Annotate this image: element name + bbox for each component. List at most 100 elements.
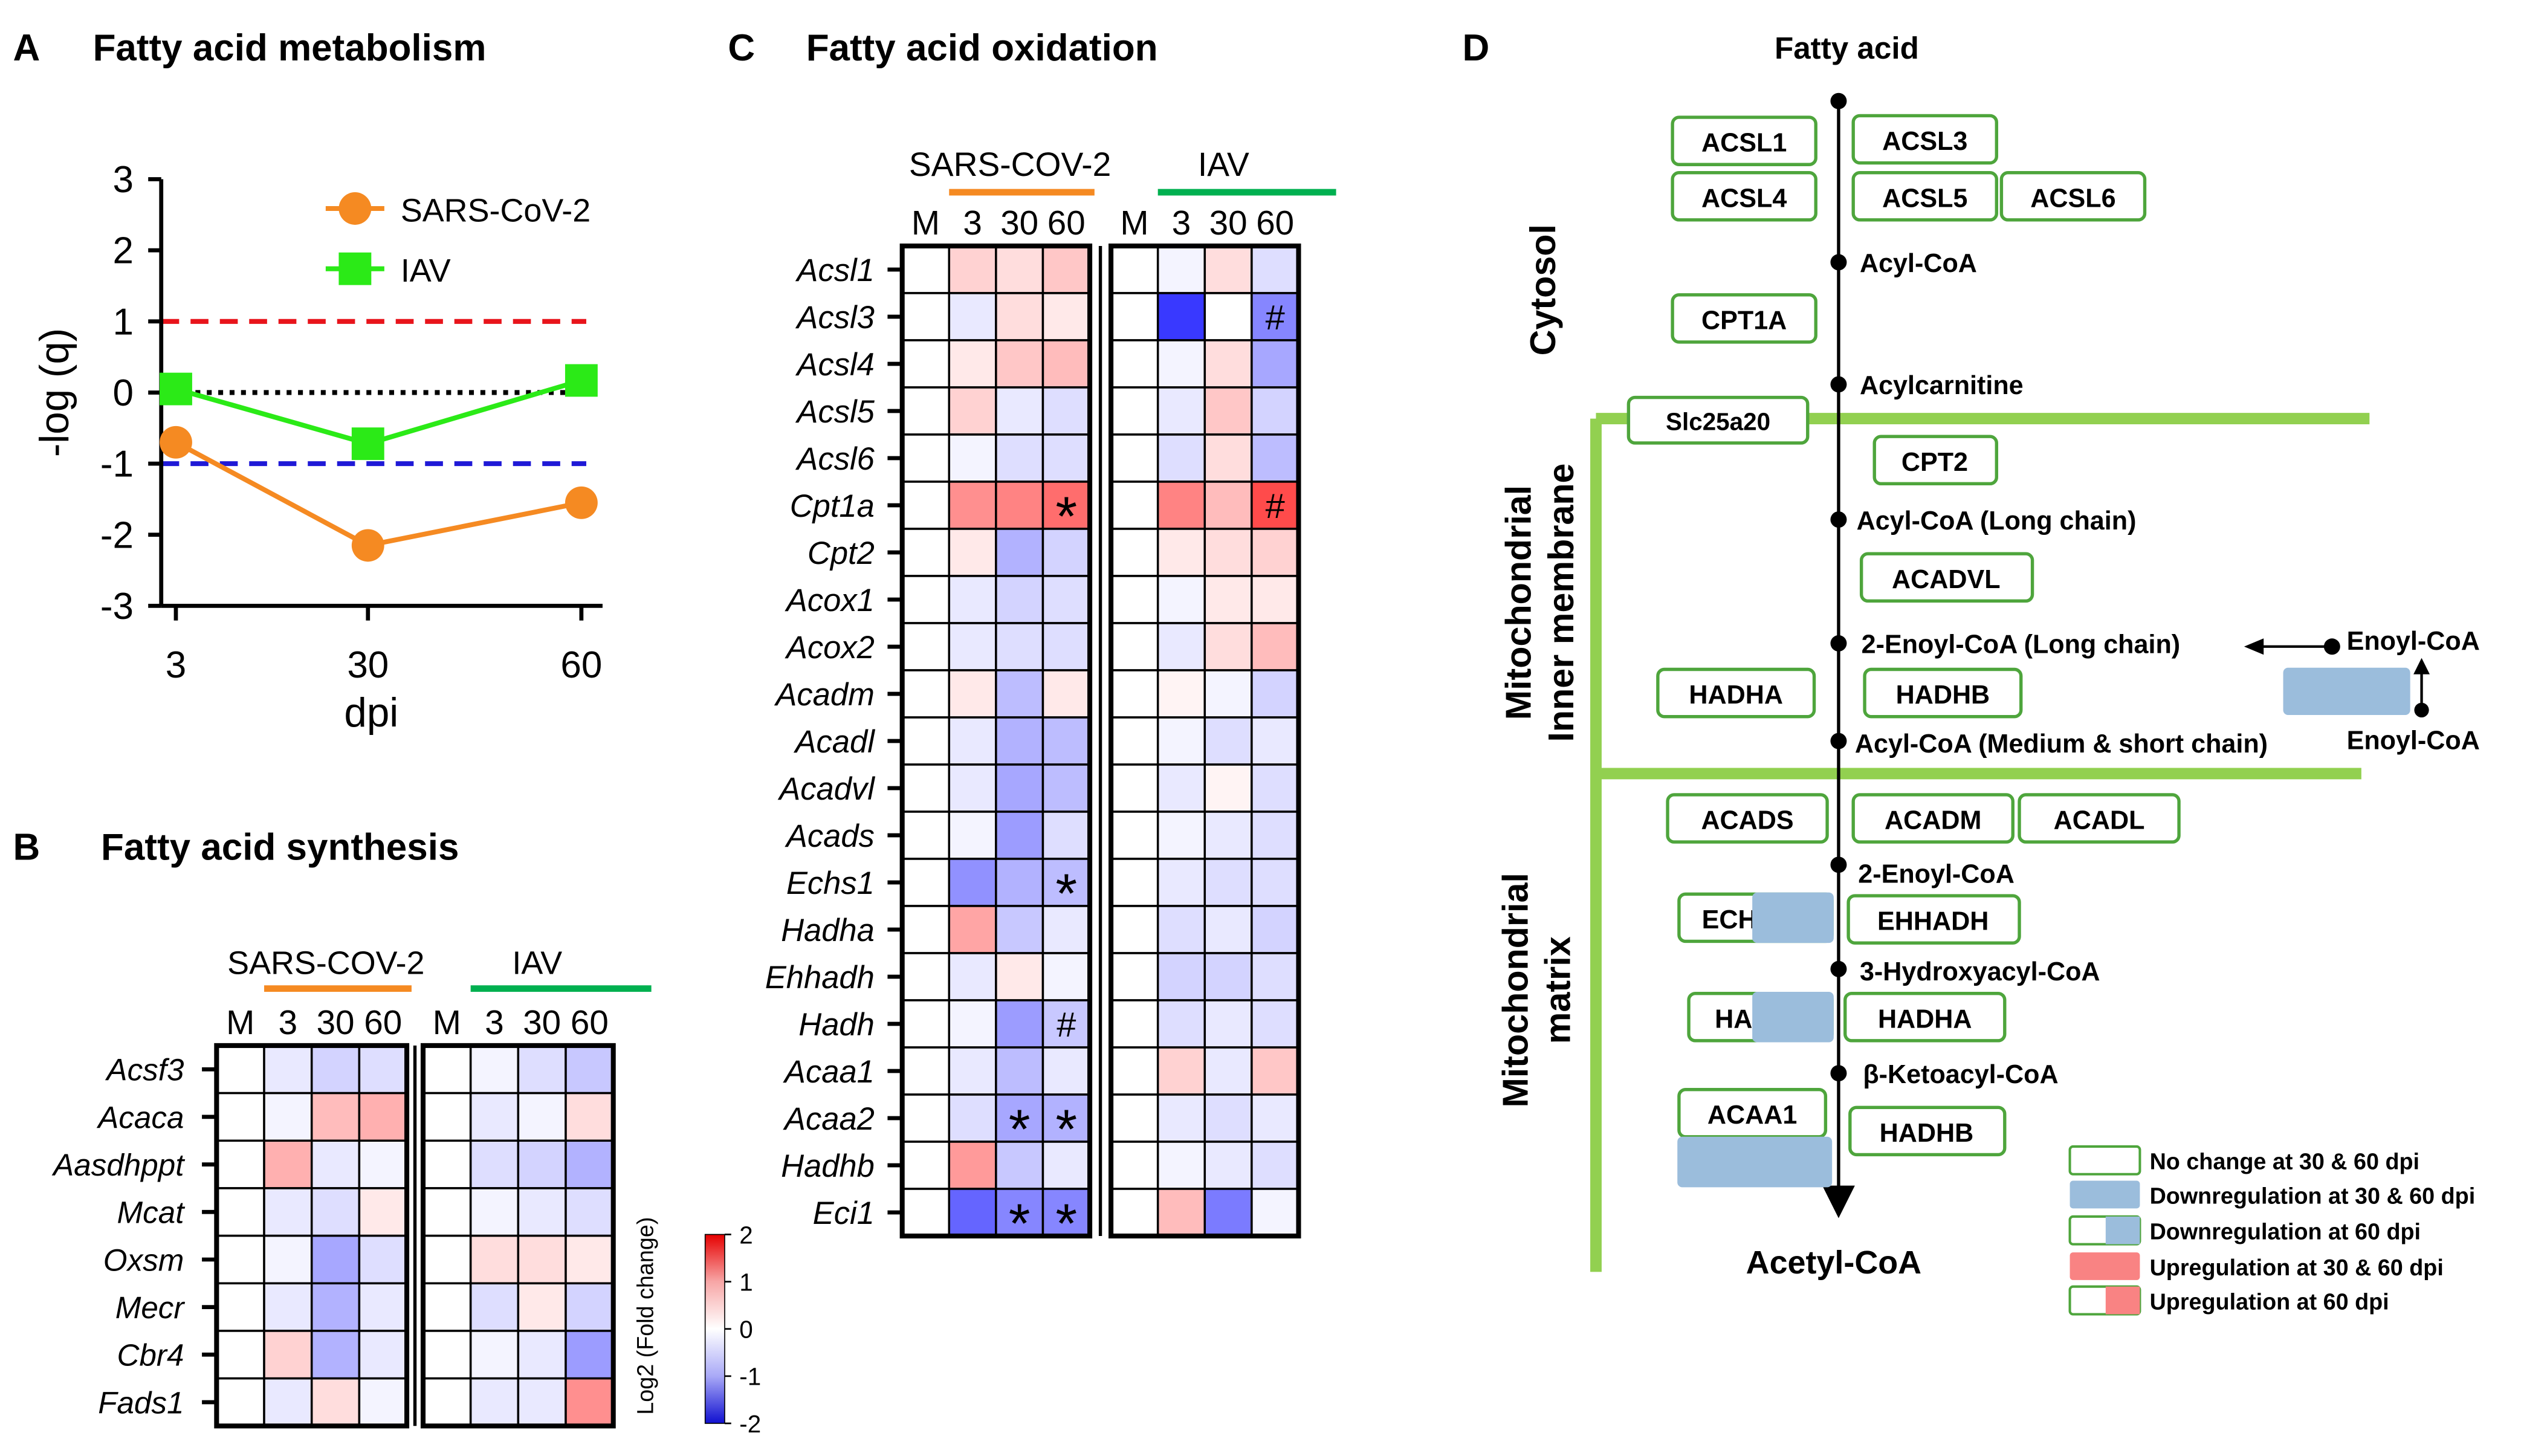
heatmap-cell xyxy=(1110,999,1159,1049)
heatmap-cell xyxy=(517,1139,567,1189)
heatmap-cell xyxy=(995,386,1044,436)
heatmap-cell xyxy=(517,1377,567,1428)
heatmap-cell xyxy=(469,1377,520,1428)
isomerase-enzyme-box xyxy=(2283,667,2410,715)
panel-title-b: Fatty acid synthesis xyxy=(101,827,459,869)
enzyme-acsl6: ACSL6 xyxy=(2030,184,2115,213)
row-label: Cbr4 xyxy=(117,1338,184,1373)
heatmap-cell xyxy=(1251,433,1300,483)
heatmap-cell xyxy=(1251,386,1300,436)
heatmap-cell xyxy=(1110,858,1159,907)
heatmap-cell xyxy=(948,905,997,954)
significance-star: * xyxy=(1055,486,1077,548)
enoyl-branch: Enoyl-CoA Enoyl-CoA xyxy=(2244,627,2480,756)
significance-star: * xyxy=(1055,1193,1077,1255)
colorbar-bar xyxy=(704,1234,725,1424)
heatmap-cell xyxy=(1041,1093,1091,1143)
vertical-arrowhead xyxy=(2413,658,2430,675)
row-label: Acaa2 xyxy=(783,1101,875,1137)
heatmap-cell xyxy=(358,1234,408,1285)
enzyme-hadhb-2: HADHB xyxy=(1880,1119,1974,1148)
echs1-down-marker xyxy=(1752,892,1834,943)
heatmap-cell xyxy=(215,1330,265,1380)
heatmap-cell xyxy=(1156,480,1206,530)
heatmap-cell xyxy=(517,1187,567,1237)
heatmap-cell xyxy=(1203,528,1253,577)
enzyme-hadh: HADH xyxy=(1715,1005,1790,1034)
heatmap-border xyxy=(1108,243,1301,1239)
panel-b: B Fatty acid synthesis SARS-COV-2M 3 30 60I… xyxy=(13,827,762,1438)
heatmap-cell xyxy=(1156,716,1206,766)
significance-hash: # xyxy=(1057,1006,1076,1044)
heatmap-cell xyxy=(1251,1188,1300,1237)
heatmap-cell xyxy=(901,245,951,294)
group-label: SARS-COV-2 xyxy=(227,945,424,981)
heatmap-cell xyxy=(901,386,951,436)
heatmap-cell xyxy=(948,811,997,860)
enzyme-slc25a20: Slc25a20 xyxy=(1666,407,1770,435)
enzyme-box-hadha-1 xyxy=(1656,667,1816,719)
heatmap-cell xyxy=(422,1330,472,1380)
column-label: M xyxy=(911,204,940,242)
heatmap-cell xyxy=(1110,669,1159,719)
column-label: 60 xyxy=(1256,204,1294,242)
intermediate-b-ketoacyl-coa: β-Ketoacyl-CoA xyxy=(1863,1060,2058,1089)
heatmap-cell xyxy=(995,528,1044,577)
heatmap-cell xyxy=(1156,245,1206,294)
enoyl-coa-top: Enoyl-CoA xyxy=(2347,627,2480,656)
heatmap-cell xyxy=(422,1092,472,1142)
heatmap-cell xyxy=(1110,1046,1159,1096)
column-label: 30 xyxy=(1000,204,1038,242)
heatmap-cell xyxy=(901,433,951,483)
heatmap-cell xyxy=(469,1330,520,1380)
heatmap-cell xyxy=(948,1141,997,1190)
heatmap-cell xyxy=(1110,575,1159,624)
heatmap-cell xyxy=(469,1044,520,1095)
enzyme-hadha-2: HADHA xyxy=(1878,1005,1972,1034)
heatmap-cell xyxy=(1041,763,1091,813)
intermediate-3-hydroxyacyl-coa: 3-Hydroxyacyl-CoA xyxy=(1860,957,2100,986)
heatmap-cell xyxy=(215,1187,265,1237)
heatmap-cell xyxy=(1251,528,1300,577)
legend-swatch-up-both xyxy=(2070,1252,2140,1280)
line-chart: 3 2 1 0 -1 -2 -3 3 30 60 dpi -log (q) SARS-CoV-2 IAV xyxy=(32,159,603,736)
heatmap-cell xyxy=(948,669,997,719)
column-label: M xyxy=(1120,204,1148,242)
enzyme-box-hadhb-2 xyxy=(1848,1105,2007,1157)
heatmap-cell xyxy=(1041,245,1091,294)
heatmap-cell xyxy=(310,1377,361,1428)
heatmap-cell xyxy=(310,1187,361,1237)
heatmap-cell xyxy=(948,858,997,907)
heatmap-cell xyxy=(1203,386,1253,436)
compartment-labels: Cytosol Mitochondrial Inner membrane Mit… xyxy=(1495,224,1581,1107)
enzyme-hadhb-1: HADHB xyxy=(1896,681,1990,710)
node-b-ketoacyl-coa xyxy=(1830,1065,1847,1082)
heatmap-cell xyxy=(1251,339,1300,389)
heatmap-cell xyxy=(469,1187,520,1237)
heatmap-cell xyxy=(310,1282,361,1332)
heatmap-cell xyxy=(469,1139,520,1189)
heatmap-cell xyxy=(1110,952,1159,1001)
heatmap-cell xyxy=(1110,622,1159,671)
heatmap-cell xyxy=(422,1282,472,1332)
group-label: IAV xyxy=(512,945,562,981)
heatmap-cell xyxy=(1156,528,1206,577)
legend-label-iav: IAV xyxy=(401,253,451,289)
heatmap-cell xyxy=(995,433,1044,483)
node-acyl-coa xyxy=(1830,254,1847,271)
enzyme-box-hadhb-1 xyxy=(1863,667,2023,719)
heatmap-cell xyxy=(1110,339,1159,389)
heatmap-cell xyxy=(995,905,1044,954)
heatmap-cell xyxy=(1251,952,1300,1001)
row-label: Acads xyxy=(785,818,875,854)
row-label: Mecr xyxy=(115,1290,186,1325)
heatmap-cell xyxy=(995,1141,1044,1190)
heatmap-cell xyxy=(565,1282,615,1332)
heatmap-cell xyxy=(1203,245,1253,294)
heatmap-cell xyxy=(901,999,951,1049)
heatmap-cell xyxy=(1203,1188,1253,1237)
colorbar-label: Log2 (Fold change) xyxy=(632,1217,658,1415)
compartment-mito-1: Mitochondrial xyxy=(1498,485,1539,720)
heatmap-cell xyxy=(215,1139,265,1189)
heatmap-cell xyxy=(995,763,1044,813)
